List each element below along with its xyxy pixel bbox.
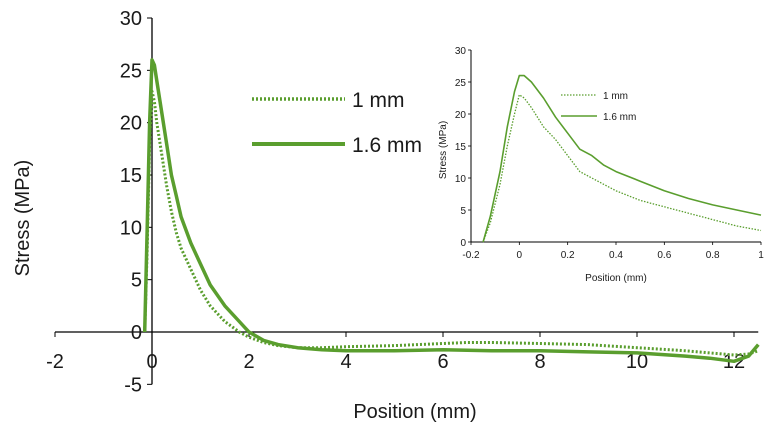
inset-x-tick-label: 0.8 [706,250,720,261]
inset-x-tick-label: 0 [517,250,523,261]
inset-x-axis-title: Position (mm) [585,273,647,284]
main-y-tick-label: 0 [131,322,142,344]
main-legend: 1 mm 1.6 mm [252,89,422,157]
main-y-tick-label: 10 [120,217,142,239]
inset-legend-label-1mm: 1 mm [603,91,628,102]
inset-y-tick-label: 20 [455,110,467,121]
inset-x-tick-label: 0.2 [561,250,575,261]
main-y-tick-label: 20 [120,113,142,135]
inset-y-tick-label: 0 [460,238,466,249]
main-x-tick-label: 10 [626,351,648,373]
main-x-tick-label: 8 [534,351,545,373]
inset-legend-label-1-6mm: 1.6 mm [603,112,636,123]
inset-series-line-1-6mm [482,74,762,243]
main-y-tick-label: 30 [120,8,142,30]
main-x-axis-title: Position (mm) [353,401,476,423]
inset-y-tick-label: 30 [455,46,467,57]
main-x-tick-label: 0 [146,351,157,373]
main-legend-label-1mm: 1 mm [352,89,405,112]
main-x-tick-label: 2 [243,351,254,373]
main-y-tick-label: 25 [120,60,142,82]
main-x-tick-label: -2 [46,351,64,373]
inset-x-tick-label: 1 [758,250,764,261]
inset-y-tick-label: 25 [455,78,467,89]
main-series-line-1-6mm [142,58,760,364]
main-legend-label-1-6mm: 1.6 mm [352,134,422,157]
inset-y-tick-label: 15 [455,142,467,153]
main-y-tick-label: -5 [124,374,142,396]
inset-x-tick-label: -0.2 [462,250,480,261]
inset-y-tick-label: 10 [455,174,467,185]
inset-legend: 1 mm 1.6 mm [561,91,636,123]
inset-x-tick-label: 0.6 [657,250,671,261]
main-y-tick-label: 15 [120,165,142,187]
inset-y-tick-label: 5 [460,206,466,217]
inset-x-tick-label: 0.4 [609,250,623,261]
main-series-line-1mm [143,89,759,357]
main-y-tick-label: 5 [131,270,142,292]
inset-y-axis-title: Stress (MPa) [438,121,449,179]
main-y-axis-title: Stress (MPa) [12,160,34,277]
main-x-tick-label: 4 [340,351,351,373]
main-x-tick-label: 6 [437,351,448,373]
